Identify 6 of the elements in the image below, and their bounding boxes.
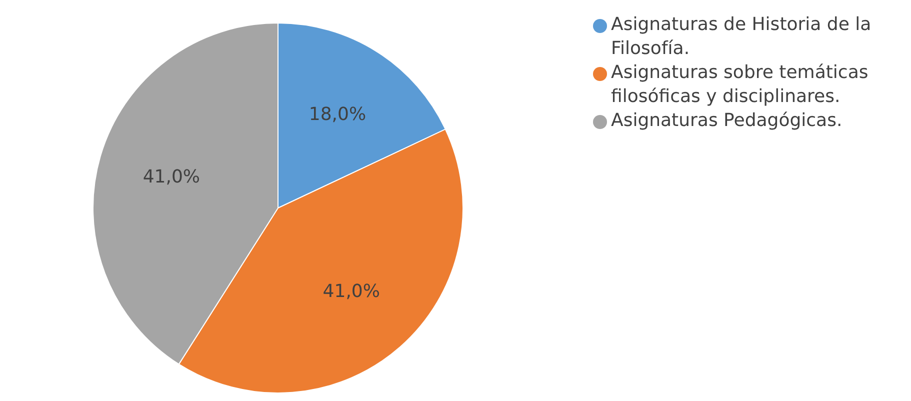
data-label: 41,0% bbox=[142, 166, 200, 188]
legend-label: Asignaturas sobre temáticas filosóficas y disciplinares. bbox=[611, 61, 870, 109]
legend-label: Asignaturas de Historia de la Filosofía. bbox=[611, 13, 872, 61]
legend-label: Asignaturas Pedagógicas. bbox=[611, 109, 844, 133]
data-label: 41,0% bbox=[322, 280, 380, 302]
data-label: 18,0% bbox=[308, 104, 366, 125]
